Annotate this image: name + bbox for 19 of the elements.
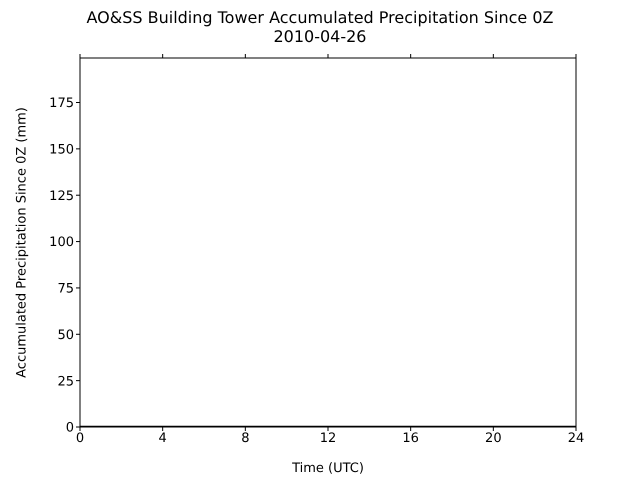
y-tick-label: 75 [57, 282, 74, 297]
x-tick-label: 4 [158, 431, 167, 446]
y-tick-label: 175 [49, 96, 74, 112]
y-tick-label: 100 [49, 235, 74, 250]
x-tick-label: 16 [402, 431, 419, 446]
x-tick-label: 20 [485, 431, 502, 446]
y-tick-label: 50 [57, 328, 74, 343]
y-tick-label: 125 [49, 188, 74, 204]
x-tick-label: 8 [241, 431, 250, 446]
y-tick-label: 0 [66, 420, 74, 436]
chart-title: AO&SS Building Tower Accumulated Precipitation Since 0Z [86, 8, 554, 27]
x-axis-title: Time (UTC) [291, 461, 364, 476]
y-axis-title: Accumulated Precipitation Since 0Z (mm) [14, 107, 30, 378]
y-tick-label: 25 [57, 374, 74, 390]
x-tick-label: 12 [320, 431, 336, 446]
x-tick-label: 24 [568, 431, 584, 446]
x-tick-label: 0 [76, 431, 84, 446]
chart-subtitle: 2010-04-26 [272, 27, 368, 46]
y-tick-label: 150 [49, 142, 74, 158]
